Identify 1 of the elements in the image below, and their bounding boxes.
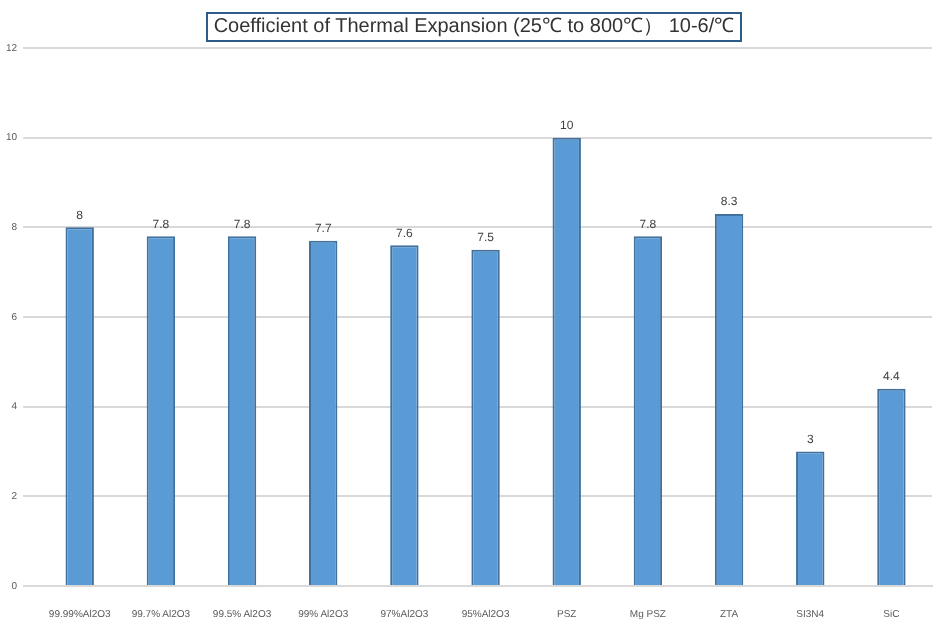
- chart-title: Coefficient of Thermal Expansion (25℃ to 800℃） 10-6/℃: [205, 12, 743, 42]
